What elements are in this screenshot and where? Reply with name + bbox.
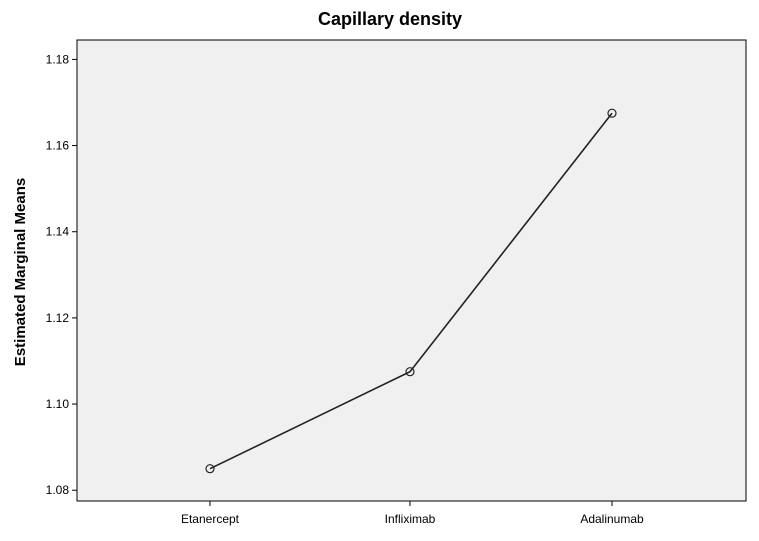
y-tick-label: 1.18 bbox=[46, 52, 70, 66]
y-tick-label: 1.12 bbox=[46, 311, 70, 325]
plot-area bbox=[76, 39, 747, 502]
x-tick-label: Adalinumab bbox=[580, 512, 644, 526]
y-tick-label: 1.10 bbox=[46, 397, 70, 411]
data-point bbox=[205, 464, 215, 474]
y-tick-label: 1.16 bbox=[46, 139, 70, 153]
y-axis-label: Estimated Marginal Means bbox=[12, 178, 29, 366]
x-axis: Etanercept Infliximab Adalinumab bbox=[181, 501, 644, 526]
y-axis: 1.08 1.10 1.12 1.14 1.16 1.18 bbox=[46, 52, 77, 497]
x-tick-label: Etanercept bbox=[181, 512, 240, 526]
y-tick-label: 1.08 bbox=[46, 483, 70, 497]
y-tick-label: 1.14 bbox=[46, 225, 70, 239]
chart-title: Capillary density bbox=[318, 9, 462, 29]
series-group bbox=[205, 108, 617, 474]
data-point bbox=[607, 108, 617, 118]
x-tick-label: Infliximab bbox=[385, 512, 436, 526]
series-line bbox=[209, 112, 613, 470]
data-point bbox=[405, 367, 415, 377]
